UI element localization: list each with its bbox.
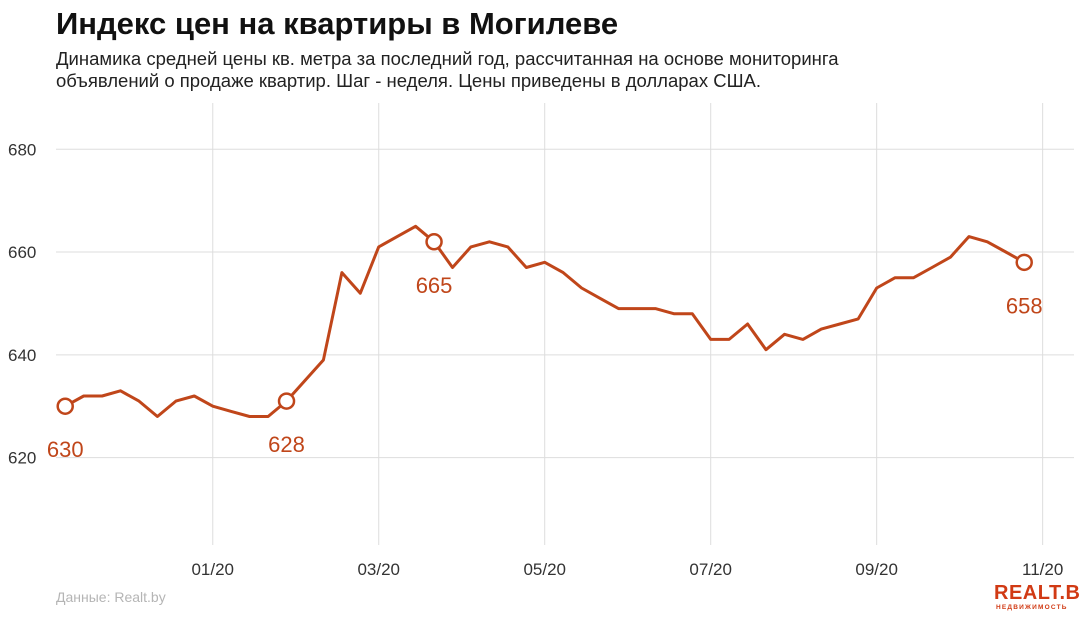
x-tick-label: 01/20 [191, 560, 234, 579]
highlight-point [425, 233, 443, 251]
y-tick-label: 640 [8, 346, 36, 365]
source-note: Данные: Realt.by [56, 589, 166, 605]
logo-main-text: REALT.BY [994, 582, 1080, 604]
subtitle-line: объявлений о продаже квартир. Шаг - неде… [56, 70, 762, 91]
highlight-point [1015, 253, 1033, 272]
y-tick-label: 620 [8, 449, 36, 468]
chart-title: Индекс цен на квартиры в Могилеве [56, 6, 619, 41]
series-line [63, 224, 1026, 418]
x-tick-label: 03/20 [357, 560, 400, 579]
realt-logo: REALT.BY НЕДВИЖИМОСТЬ [994, 583, 1080, 613]
x-tick-label: 07/20 [689, 560, 732, 579]
data-label: 630 [47, 437, 84, 462]
data-label: 628 [268, 432, 305, 457]
y-tick-label: 660 [8, 243, 36, 262]
logo-sub-text: НЕДВИЖИМОСТЬ [996, 604, 1068, 611]
highlight-point [56, 397, 74, 415]
data-label: 658 [1006, 293, 1043, 318]
subtitle-line: Динамика средней цены кв. метра за после… [56, 48, 839, 69]
x-tick-label: 05/20 [523, 560, 566, 579]
x-tick-label: 11/20 [1022, 560, 1063, 579]
y-tick-label: 680 [8, 140, 36, 159]
chart-subtitle: Динамика средней цены кв. метра за после… [56, 48, 956, 92]
data-label: 665 [416, 273, 453, 298]
x-tick-label: 09/20 [855, 560, 898, 579]
highlight-point [277, 392, 296, 410]
